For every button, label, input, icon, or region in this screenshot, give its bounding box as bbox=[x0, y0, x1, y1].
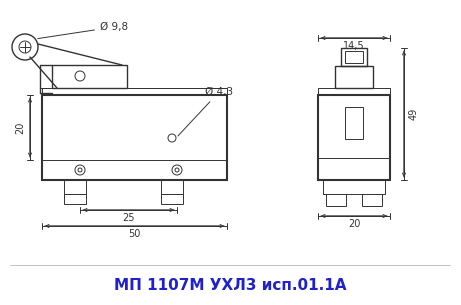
Bar bbox=[323, 180, 385, 194]
Text: 50: 50 bbox=[128, 229, 141, 239]
Text: 20: 20 bbox=[348, 219, 360, 229]
Text: Ø 9,8: Ø 9,8 bbox=[38, 22, 128, 39]
Text: МП 1107М УХЛ3 исп.01.1А: МП 1107М УХЛ3 исп.01.1А bbox=[114, 278, 346, 292]
Text: 25: 25 bbox=[122, 213, 135, 223]
Bar bbox=[42, 88, 227, 95]
Text: 14,5: 14,5 bbox=[343, 41, 365, 51]
Bar bbox=[42, 95, 227, 180]
Text: 20: 20 bbox=[15, 121, 25, 134]
Bar bbox=[326, 194, 346, 206]
Bar bbox=[341, 48, 367, 66]
Bar bbox=[318, 88, 390, 95]
Bar bbox=[345, 51, 363, 63]
Bar bbox=[318, 95, 390, 180]
Bar bbox=[161, 194, 183, 204]
Bar bbox=[64, 180, 86, 194]
Text: 49: 49 bbox=[409, 108, 419, 120]
Bar bbox=[362, 194, 382, 206]
Text: Ø 4,3: Ø 4,3 bbox=[178, 87, 233, 136]
Bar bbox=[64, 194, 86, 204]
Bar bbox=[161, 180, 183, 194]
Bar bbox=[52, 65, 127, 88]
Bar bbox=[345, 107, 363, 139]
Bar bbox=[335, 66, 373, 88]
